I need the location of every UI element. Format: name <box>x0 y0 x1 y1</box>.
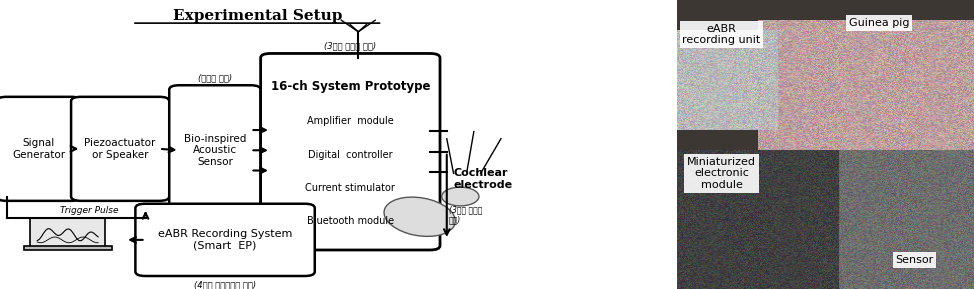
Text: Experimental Setup: Experimental Setup <box>172 9 342 23</box>
Text: Digital  controller: Digital controller <box>308 150 393 160</box>
Text: Piezoactuator
or Speaker: Piezoactuator or Speaker <box>85 138 156 160</box>
FancyBboxPatch shape <box>261 53 440 250</box>
Text: Cochlear
electrode: Cochlear electrode <box>454 168 512 190</box>
Text: Signal
Generator: Signal Generator <box>13 138 65 160</box>
Text: (3세부 서울대
제공): (3세부 서울대 제공) <box>449 205 482 225</box>
Text: 16-ch System Prototype: 16-ch System Prototype <box>271 80 431 93</box>
Bar <box>23 246 112 250</box>
Text: eABR Recording System
(Smart  EP): eABR Recording System (Smart EP) <box>158 229 292 251</box>
Text: Bluetooth module: Bluetooth module <box>307 216 393 226</box>
Text: eABR
recording unit: eABR recording unit <box>683 24 761 45</box>
Text: (4세부 서울대병원 제공): (4세부 서울대병원 제공) <box>194 280 256 289</box>
FancyBboxPatch shape <box>0 97 81 201</box>
Bar <box>30 218 105 247</box>
Text: Bio-inspired
Acoustic
Sensor: Bio-inspired Acoustic Sensor <box>184 134 246 167</box>
Ellipse shape <box>384 197 456 236</box>
Text: (3세부 서울대 제공): (3세부 서울대 제공) <box>324 42 376 51</box>
Text: Miniaturized
electronic
module: Miniaturized electronic module <box>687 157 756 190</box>
Ellipse shape <box>441 187 479 206</box>
Text: (총괄팀 제공): (총괄팀 제공) <box>198 73 232 82</box>
Text: Trigger Pulse: Trigger Pulse <box>60 206 119 215</box>
FancyBboxPatch shape <box>71 97 169 201</box>
Text: Guinea pig: Guinea pig <box>848 18 909 28</box>
FancyBboxPatch shape <box>169 85 261 215</box>
Text: Current stimulator: Current stimulator <box>306 183 395 193</box>
FancyBboxPatch shape <box>135 204 315 276</box>
Text: Amplifier  module: Amplifier module <box>307 116 393 126</box>
Text: Sensor: Sensor <box>895 255 934 265</box>
